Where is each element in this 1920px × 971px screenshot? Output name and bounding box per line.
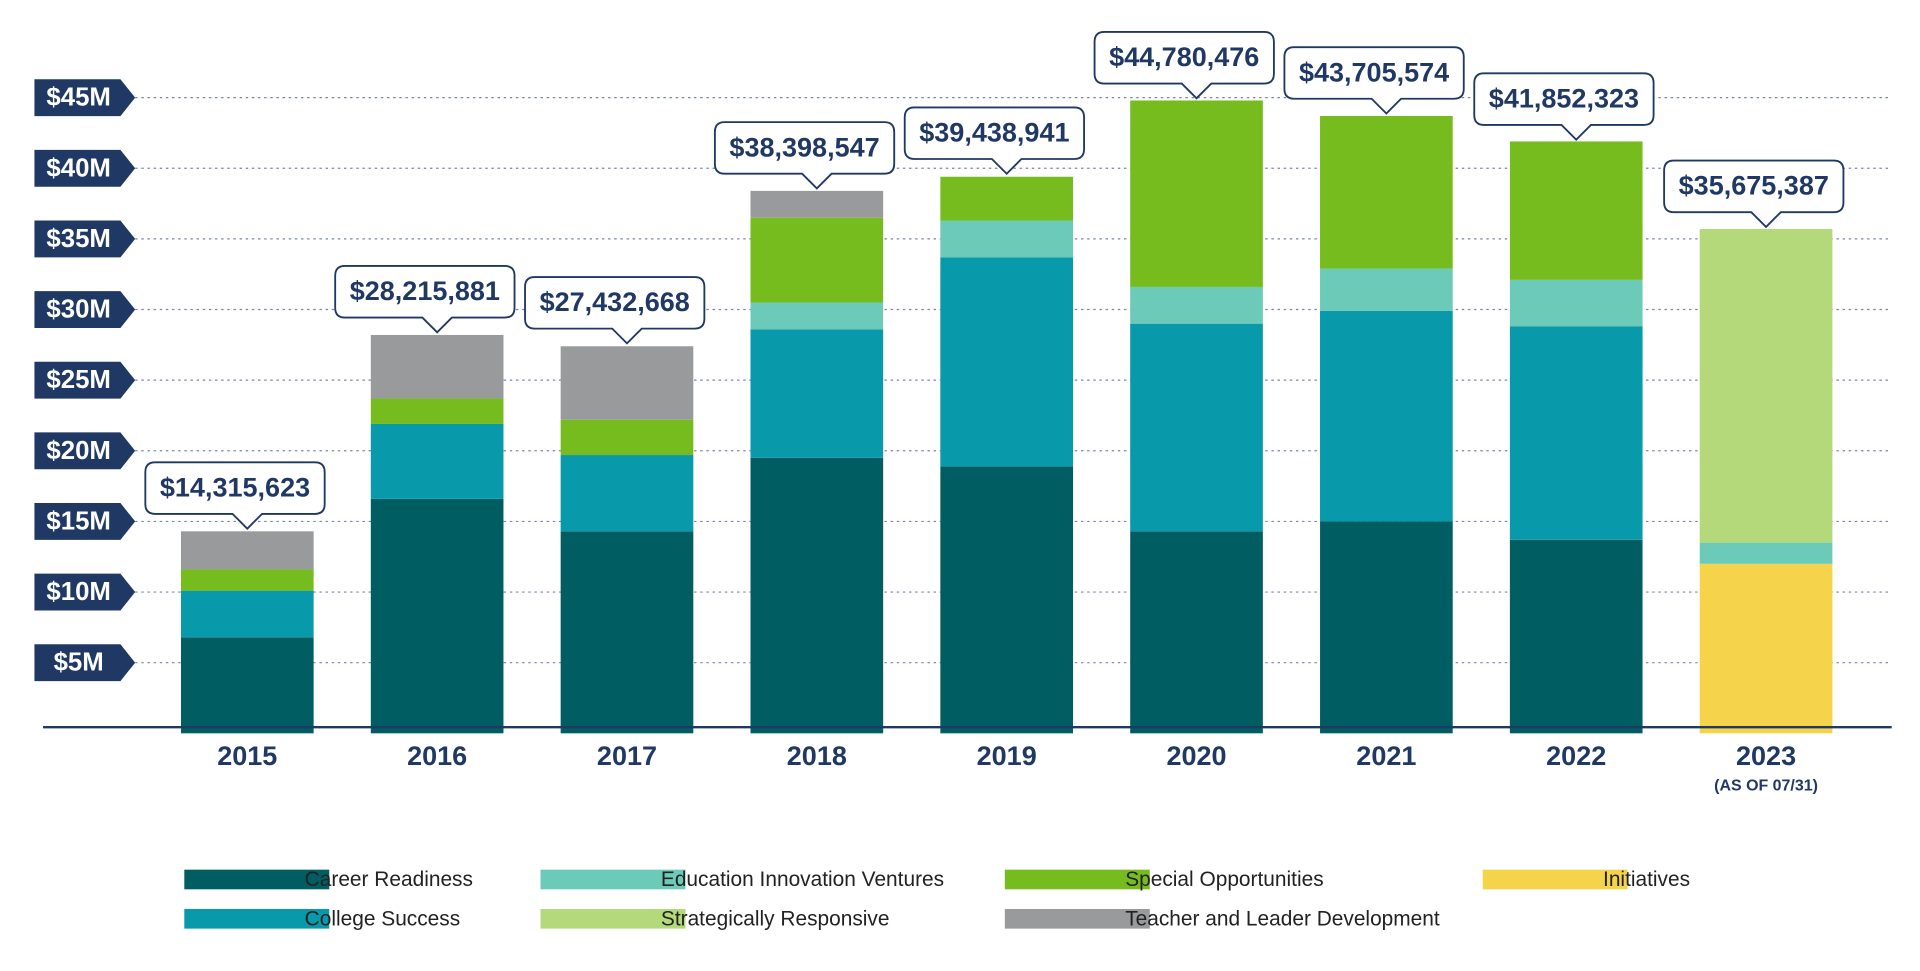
total-label: $35,675,387 xyxy=(1679,171,1829,201)
bar-segment xyxy=(750,302,884,330)
y-tick-tag xyxy=(34,432,136,470)
y-tick-tag xyxy=(34,361,136,399)
legend-label: Teacher and Leader Development xyxy=(1125,908,1440,931)
legend-swatch xyxy=(1004,869,1150,890)
bar-segment xyxy=(560,419,694,456)
bar-segment xyxy=(560,455,694,532)
y-tick-tag xyxy=(34,644,136,682)
bar-segment xyxy=(180,590,314,638)
bar-segment xyxy=(560,346,694,420)
bar-segment xyxy=(750,457,884,734)
total-callout xyxy=(1663,159,1845,229)
x-tick-sublabel: (AS OF 07/31) xyxy=(1714,777,1818,794)
bar-segment xyxy=(940,466,1074,734)
y-tick-label: $25M xyxy=(46,366,111,394)
bar-segment xyxy=(180,637,314,734)
total-label: $41,852,323 xyxy=(1489,83,1639,113)
total-callout xyxy=(524,276,706,345)
bar-segment xyxy=(750,190,884,218)
x-tick-label: 2020 xyxy=(1166,741,1226,771)
legend-label: College Success xyxy=(305,908,460,931)
legend-swatch xyxy=(1004,908,1150,929)
x-tick-label: 2021 xyxy=(1356,741,1416,771)
total-callout xyxy=(713,121,896,190)
bar-segment xyxy=(1130,100,1263,287)
bar-segment xyxy=(370,398,504,424)
x-tick-label: 2023 xyxy=(1736,741,1796,771)
legend-label: Education Innovation Ventures xyxy=(661,868,944,891)
legend-swatch xyxy=(540,869,686,890)
bar-segment xyxy=(370,334,504,399)
total-callout xyxy=(1283,46,1465,115)
bar-segment xyxy=(1509,141,1643,280)
y-tick-label: $40M xyxy=(46,154,111,182)
legend-swatch xyxy=(184,908,330,929)
y-tick-label: $10M xyxy=(46,578,111,606)
y-tick-tag xyxy=(34,149,136,187)
bar-segment xyxy=(1320,521,1453,734)
x-tick-label: 2017 xyxy=(597,741,657,771)
bar-segment xyxy=(1130,286,1263,324)
x-tick-label: 2018 xyxy=(787,741,847,771)
x-tick-label: 2022 xyxy=(1546,741,1606,771)
bar-segment xyxy=(1320,116,1453,269)
y-tick-label: $15M xyxy=(46,507,111,535)
y-tick-label: $35M xyxy=(46,225,111,253)
bar-segment xyxy=(370,423,504,499)
total-label: $28,215,881 xyxy=(350,276,500,306)
y-tick-tag xyxy=(34,220,136,258)
bar-segment xyxy=(940,220,1074,258)
total-label: $43,705,574 xyxy=(1299,57,1449,87)
y-tick-tag xyxy=(34,291,136,328)
legend-label: Strategically Responsive xyxy=(661,908,890,931)
bar-segment xyxy=(750,217,884,303)
total-label: $39,438,941 xyxy=(919,118,1069,148)
bar-segment xyxy=(560,531,694,734)
bar-segment xyxy=(940,176,1074,221)
total-callout xyxy=(1093,31,1275,100)
legend-label: Career Readiness xyxy=(305,868,473,891)
bar-segment xyxy=(1130,323,1263,532)
bar-segment xyxy=(1509,326,1643,540)
y-tick-label: $5M xyxy=(54,649,104,677)
y-tick-tag xyxy=(34,79,136,117)
legend-swatch xyxy=(1482,869,1628,890)
bar-segment xyxy=(1320,268,1453,311)
bar-segment xyxy=(1699,563,1833,734)
bar-segment xyxy=(1699,229,1833,543)
legend-label: Initiatives xyxy=(1603,868,1690,891)
x-tick-label: 2019 xyxy=(977,741,1037,771)
total-callout xyxy=(144,461,326,530)
y-tick-tag xyxy=(34,503,136,540)
total-label: $14,315,623 xyxy=(160,472,310,502)
x-tick-label: 2015 xyxy=(217,741,277,771)
bar-segment xyxy=(180,569,314,591)
total-callout xyxy=(1473,72,1655,141)
bar-segment xyxy=(370,498,504,734)
total-callout xyxy=(903,106,1085,176)
total-label: $44,780,476 xyxy=(1109,42,1259,72)
y-tick-label: $30M xyxy=(46,296,111,324)
bar-segment xyxy=(1699,542,1833,564)
bar-segment xyxy=(1509,539,1643,734)
bar-segment xyxy=(1320,310,1453,522)
x-tick-label: 2016 xyxy=(407,741,467,771)
bar-segment xyxy=(180,531,314,570)
legend-swatch xyxy=(184,869,330,890)
y-tick-label: $45M xyxy=(46,84,111,112)
bar-segment xyxy=(1509,279,1643,327)
total-label: $38,398,547 xyxy=(729,132,879,162)
bar-segment xyxy=(750,329,884,458)
bar-segment xyxy=(1130,531,1263,734)
bar-segment xyxy=(940,257,1074,467)
y-tick-label: $20M xyxy=(46,437,111,465)
total-callout xyxy=(334,265,516,334)
y-tick-tag xyxy=(34,573,136,611)
total-label: $27,432,668 xyxy=(540,287,690,317)
legend-label: Special Opportunities xyxy=(1125,868,1323,891)
legend-swatch xyxy=(540,908,686,929)
